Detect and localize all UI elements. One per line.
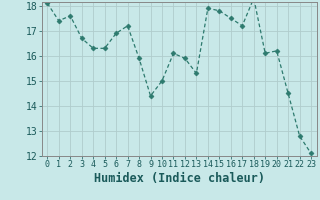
X-axis label: Humidex (Indice chaleur): Humidex (Indice chaleur) <box>94 172 265 185</box>
